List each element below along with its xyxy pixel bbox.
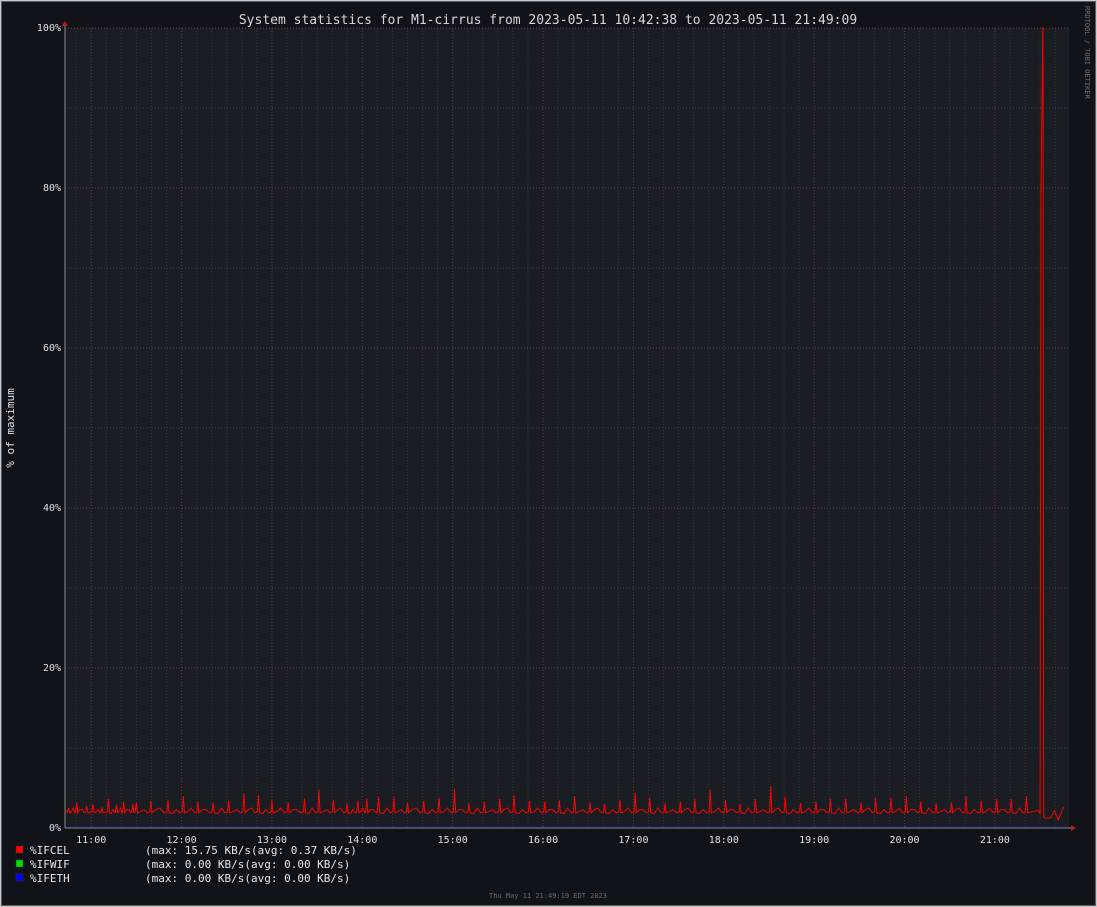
x-tick-label: 13:00 [257, 835, 287, 846]
x-tick-label: 16:00 [528, 835, 558, 846]
legend-stats: (max: 15.75 KB/s(avg: 0.37 KB/s) [145, 844, 357, 857]
legend-stats: (max: 0.00 KB/s(avg: 0.00 KB/s) [145, 858, 350, 871]
grid [65, 27, 1069, 829]
chart-title: System statistics for M1-cirrus from 202… [239, 13, 857, 28]
x-tick-label: 21:00 [980, 835, 1010, 846]
y-tick-label: 40% [43, 503, 61, 514]
x-axis-arrow [1071, 825, 1076, 831]
legend-swatch [15, 873, 24, 882]
x-tick-label: 12:00 [167, 835, 197, 846]
y-axis-arrow [62, 21, 68, 26]
legend-stats: (max: 0.00 KB/s(avg: 0.00 KB/s) [145, 872, 350, 885]
x-tick-label: 17:00 [618, 835, 648, 846]
x-tick-label: 20:00 [889, 835, 919, 846]
y-tick-labels: 0% 20% 40% 60% 80% 100% [37, 23, 61, 834]
y-tick-label: 60% [43, 343, 61, 354]
legend-swatch [15, 845, 24, 854]
watermark: RRDTOOL / TOBI OETIKER [1083, 6, 1091, 100]
x-tick-label: 15:00 [438, 835, 468, 846]
legend-label: %IFCEL [30, 844, 70, 857]
legend-label: %IFETH [30, 872, 70, 885]
x-tick-label: 11:00 [76, 835, 106, 846]
x-tick-label: 19:00 [799, 835, 829, 846]
series-line-ifcel [65, 27, 1065, 822]
y-tick-label: 20% [43, 663, 61, 674]
x-tick-label: 14:00 [347, 835, 377, 846]
legend: %IFCEL (max: 15.75 KB/s(avg: 0.37 KB/s) %I… [15, 844, 357, 885]
y-tick-label: 100% [37, 23, 61, 34]
footer-timestamp: Thu May 11 21:49:19 EDT 2023 [489, 892, 607, 900]
legend-swatch [15, 859, 24, 868]
y-axis-label: % of maximum [4, 388, 17, 468]
legend-label: %IFWIF [30, 858, 70, 871]
y-tick-label: 0% [49, 823, 61, 834]
x-tick-label: 18:00 [709, 835, 739, 846]
x-tick-labels: 11:00 12:00 13:00 14:00 15:00 16:00 17:00 18:00… [76, 835, 1010, 846]
axes [62, 21, 1076, 831]
y-tick-label: 80% [43, 183, 61, 194]
